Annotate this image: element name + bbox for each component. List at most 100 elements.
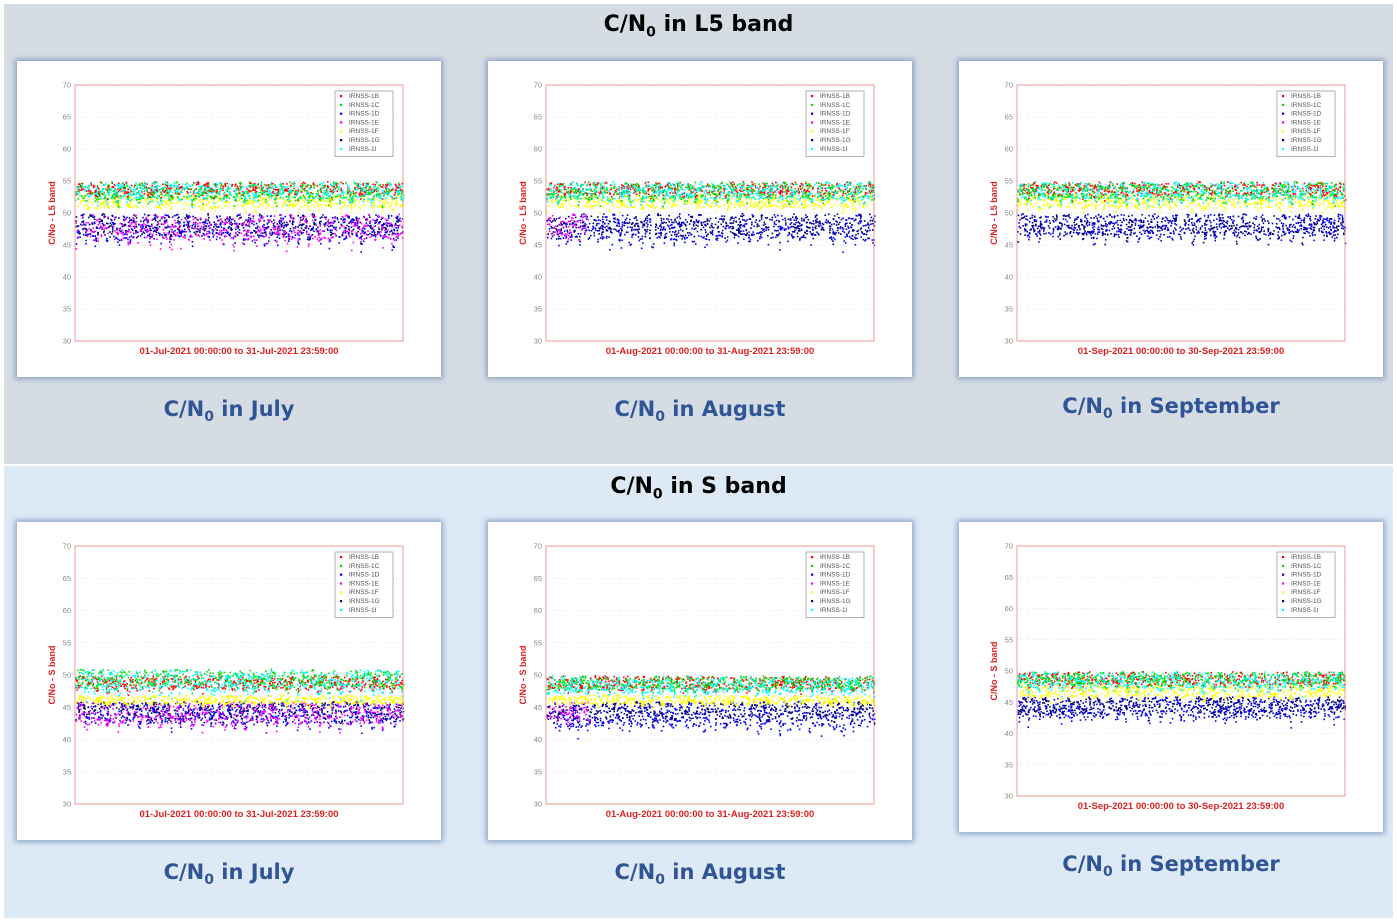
data-point (560, 221, 562, 223)
data-point (209, 227, 212, 229)
data-point (348, 217, 350, 219)
data-point (849, 222, 851, 224)
data-point (102, 184, 105, 186)
data-point (729, 231, 732, 233)
data-point (199, 217, 202, 219)
data-point (370, 233, 373, 236)
data-point (323, 196, 325, 198)
data-point (263, 194, 266, 196)
data-point (351, 233, 354, 236)
data-point (637, 236, 640, 238)
data-point (222, 232, 225, 234)
data-point (88, 205, 90, 208)
data-point (113, 194, 116, 197)
legend-label: IRNSS-1I (349, 146, 377, 153)
data-point (260, 216, 263, 219)
data-point (144, 187, 147, 190)
data-point (334, 187, 337, 190)
data-point (799, 230, 801, 232)
data-point (612, 214, 614, 216)
data-point (380, 185, 382, 188)
data-point (660, 222, 663, 224)
data-point (215, 182, 218, 185)
data-point (80, 214, 83, 217)
data-point (581, 221, 584, 224)
data-point (225, 200, 228, 202)
data-point (227, 185, 230, 188)
data-point (142, 225, 144, 227)
data-point (383, 202, 386, 205)
data-point (230, 229, 233, 232)
data-point (608, 220, 611, 222)
data-point (727, 224, 729, 227)
data-point (99, 226, 102, 228)
data-point (340, 207, 342, 210)
data-point (765, 229, 767, 231)
data-point (222, 185, 224, 187)
data-point (248, 191, 251, 193)
data-point (293, 185, 295, 187)
data-point (234, 192, 237, 194)
data-point (166, 221, 168, 223)
data-point (201, 221, 204, 224)
data-point (859, 217, 862, 220)
data-point (360, 198, 362, 200)
data-point (839, 226, 842, 228)
data-point (374, 203, 376, 206)
data-point (247, 192, 250, 195)
data-point (121, 229, 123, 231)
data-point (169, 202, 172, 205)
data-point (730, 216, 732, 219)
data-point (102, 213, 104, 215)
data-point (321, 206, 323, 209)
data-point (227, 218, 229, 220)
data-point (353, 205, 355, 208)
data-point (569, 229, 571, 231)
data-point (292, 218, 295, 221)
data-point (196, 223, 199, 225)
data-point (262, 190, 264, 192)
data-point (263, 228, 266, 230)
data-point (209, 222, 211, 225)
data-point (704, 238, 707, 240)
data-point (593, 219, 596, 221)
data-point (191, 200, 193, 203)
data-point (857, 222, 860, 224)
data-point (166, 182, 169, 185)
data-point (356, 221, 359, 223)
data-point (193, 198, 195, 200)
data-point (709, 231, 712, 233)
data-point (126, 185, 129, 187)
data-point (75, 225, 78, 228)
data-point (341, 234, 344, 237)
data-point (218, 192, 220, 195)
data-point (611, 232, 613, 234)
data-point (103, 230, 105, 232)
data-point (96, 191, 98, 193)
data-point (78, 191, 81, 193)
data-point (606, 229, 609, 232)
data-point (224, 205, 226, 207)
data-point (357, 187, 360, 190)
data-point (212, 231, 214, 233)
data-point (211, 233, 214, 235)
data-point (212, 190, 215, 193)
data-point (234, 184, 237, 187)
data-point (156, 238, 158, 240)
data-point (326, 185, 329, 187)
data-point (761, 231, 763, 234)
data-point (628, 221, 631, 224)
data-point (119, 222, 122, 225)
data-point (183, 236, 186, 238)
data-point (92, 216, 94, 218)
data-point (135, 199, 138, 201)
data-point (619, 232, 621, 235)
data-point (696, 201, 699, 204)
data-point (604, 216, 607, 218)
data-point (347, 232, 350, 235)
data-point (95, 237, 97, 239)
data-point (290, 214, 293, 217)
data-point (207, 183, 210, 185)
data-point (104, 226, 107, 229)
data-point (149, 244, 152, 246)
